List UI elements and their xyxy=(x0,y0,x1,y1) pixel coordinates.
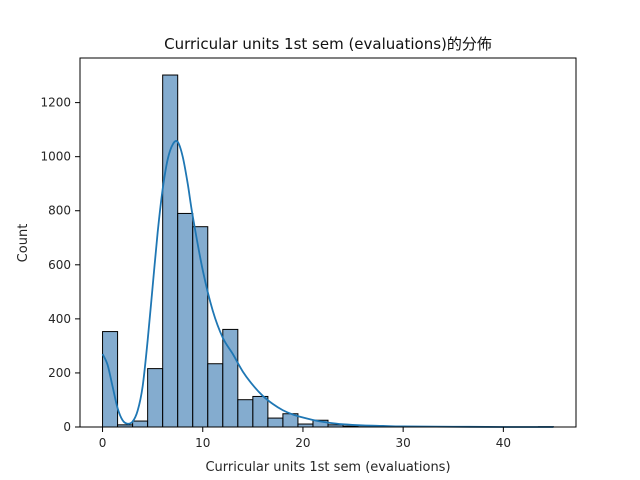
histogram-bar xyxy=(207,363,224,428)
histogram-bar xyxy=(222,328,239,428)
histogram-bar xyxy=(147,368,164,428)
x-tick-label: 10 xyxy=(195,436,210,450)
y-tick-label: 600 xyxy=(48,258,71,272)
histogram-bar xyxy=(102,331,119,428)
y-axis-ticks: 0 200 400 600 800 1000 1200 xyxy=(40,96,80,434)
plot-frame xyxy=(79,57,577,428)
y-tick-label: 1200 xyxy=(40,96,71,110)
histogram-bar xyxy=(237,399,254,428)
y-tick-label: 1000 xyxy=(40,150,71,164)
x-axis-label: Curricular units 1st sem (evaluations) xyxy=(205,460,450,475)
y-tick-label: 400 xyxy=(48,312,71,326)
y-tick-label: 800 xyxy=(48,204,71,218)
x-tick-label: 40 xyxy=(496,436,511,450)
chart-title: Curricular units 1st sem (evaluations)的分… xyxy=(164,35,492,53)
x-axis-ticks: 0 10 20 30 40 xyxy=(99,427,511,450)
x-tick-label: 0 xyxy=(99,436,107,450)
histogram-bar xyxy=(267,417,284,428)
x-tick-label: 30 xyxy=(396,436,411,450)
y-tick-label: 0 xyxy=(63,420,71,434)
histogram-bars xyxy=(102,74,554,428)
histogram-bar xyxy=(132,420,149,428)
y-axis-label: Count xyxy=(16,224,31,263)
y-tick-label: 200 xyxy=(48,366,71,380)
plot-area xyxy=(79,57,577,428)
kde-curve xyxy=(101,140,554,428)
x-tick-label: 20 xyxy=(295,436,310,450)
histogram-bar xyxy=(252,395,269,428)
histogram-bar xyxy=(162,74,179,428)
histogram-bar xyxy=(177,212,194,428)
